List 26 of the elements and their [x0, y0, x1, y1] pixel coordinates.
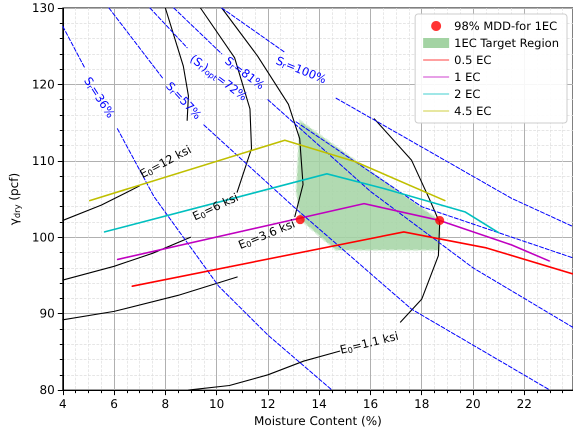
x-tick-label: 12 [260, 397, 276, 412]
legend-label: 1 EC [454, 70, 480, 84]
x-tick-label: 22 [516, 397, 532, 412]
legend-label: 1EC Target Region [454, 36, 560, 50]
y-axis-title: γdry (pcf) [7, 172, 22, 226]
annotation: E0=12 ksi [137, 142, 194, 181]
x-tick-label: 8 [162, 397, 170, 412]
y-tick-label: 80 [40, 383, 55, 398]
legend-label: 4.5 EC [454, 104, 492, 118]
y-tick-label: 120 [32, 77, 55, 92]
legend-label: 98% MDD-for 1EC [454, 19, 558, 33]
y-tick-label: 100 [32, 230, 55, 244]
x-tick-label: 14 [312, 397, 327, 412]
x-tick-label: 10 [208, 397, 224, 412]
x-axis-title: Moisture Content (%) [254, 414, 382, 428]
legend-label: 2 EC [454, 87, 480, 101]
y-tick-label: 90 [40, 306, 55, 321]
x-tick-label: 18 [414, 397, 430, 412]
x-tick-label: 20 [465, 397, 481, 412]
y-tick-label: 130 [32, 1, 55, 15]
x-tick-label: 16 [362, 397, 378, 412]
x-tick-label: 4 [58, 397, 67, 412]
y-tick-label: 110 [32, 154, 55, 168]
legend-label: 0.5 EC [454, 53, 492, 67]
annotation: E0=1.1 ksi [338, 328, 400, 357]
x-tick-label: 6 [110, 397, 118, 412]
